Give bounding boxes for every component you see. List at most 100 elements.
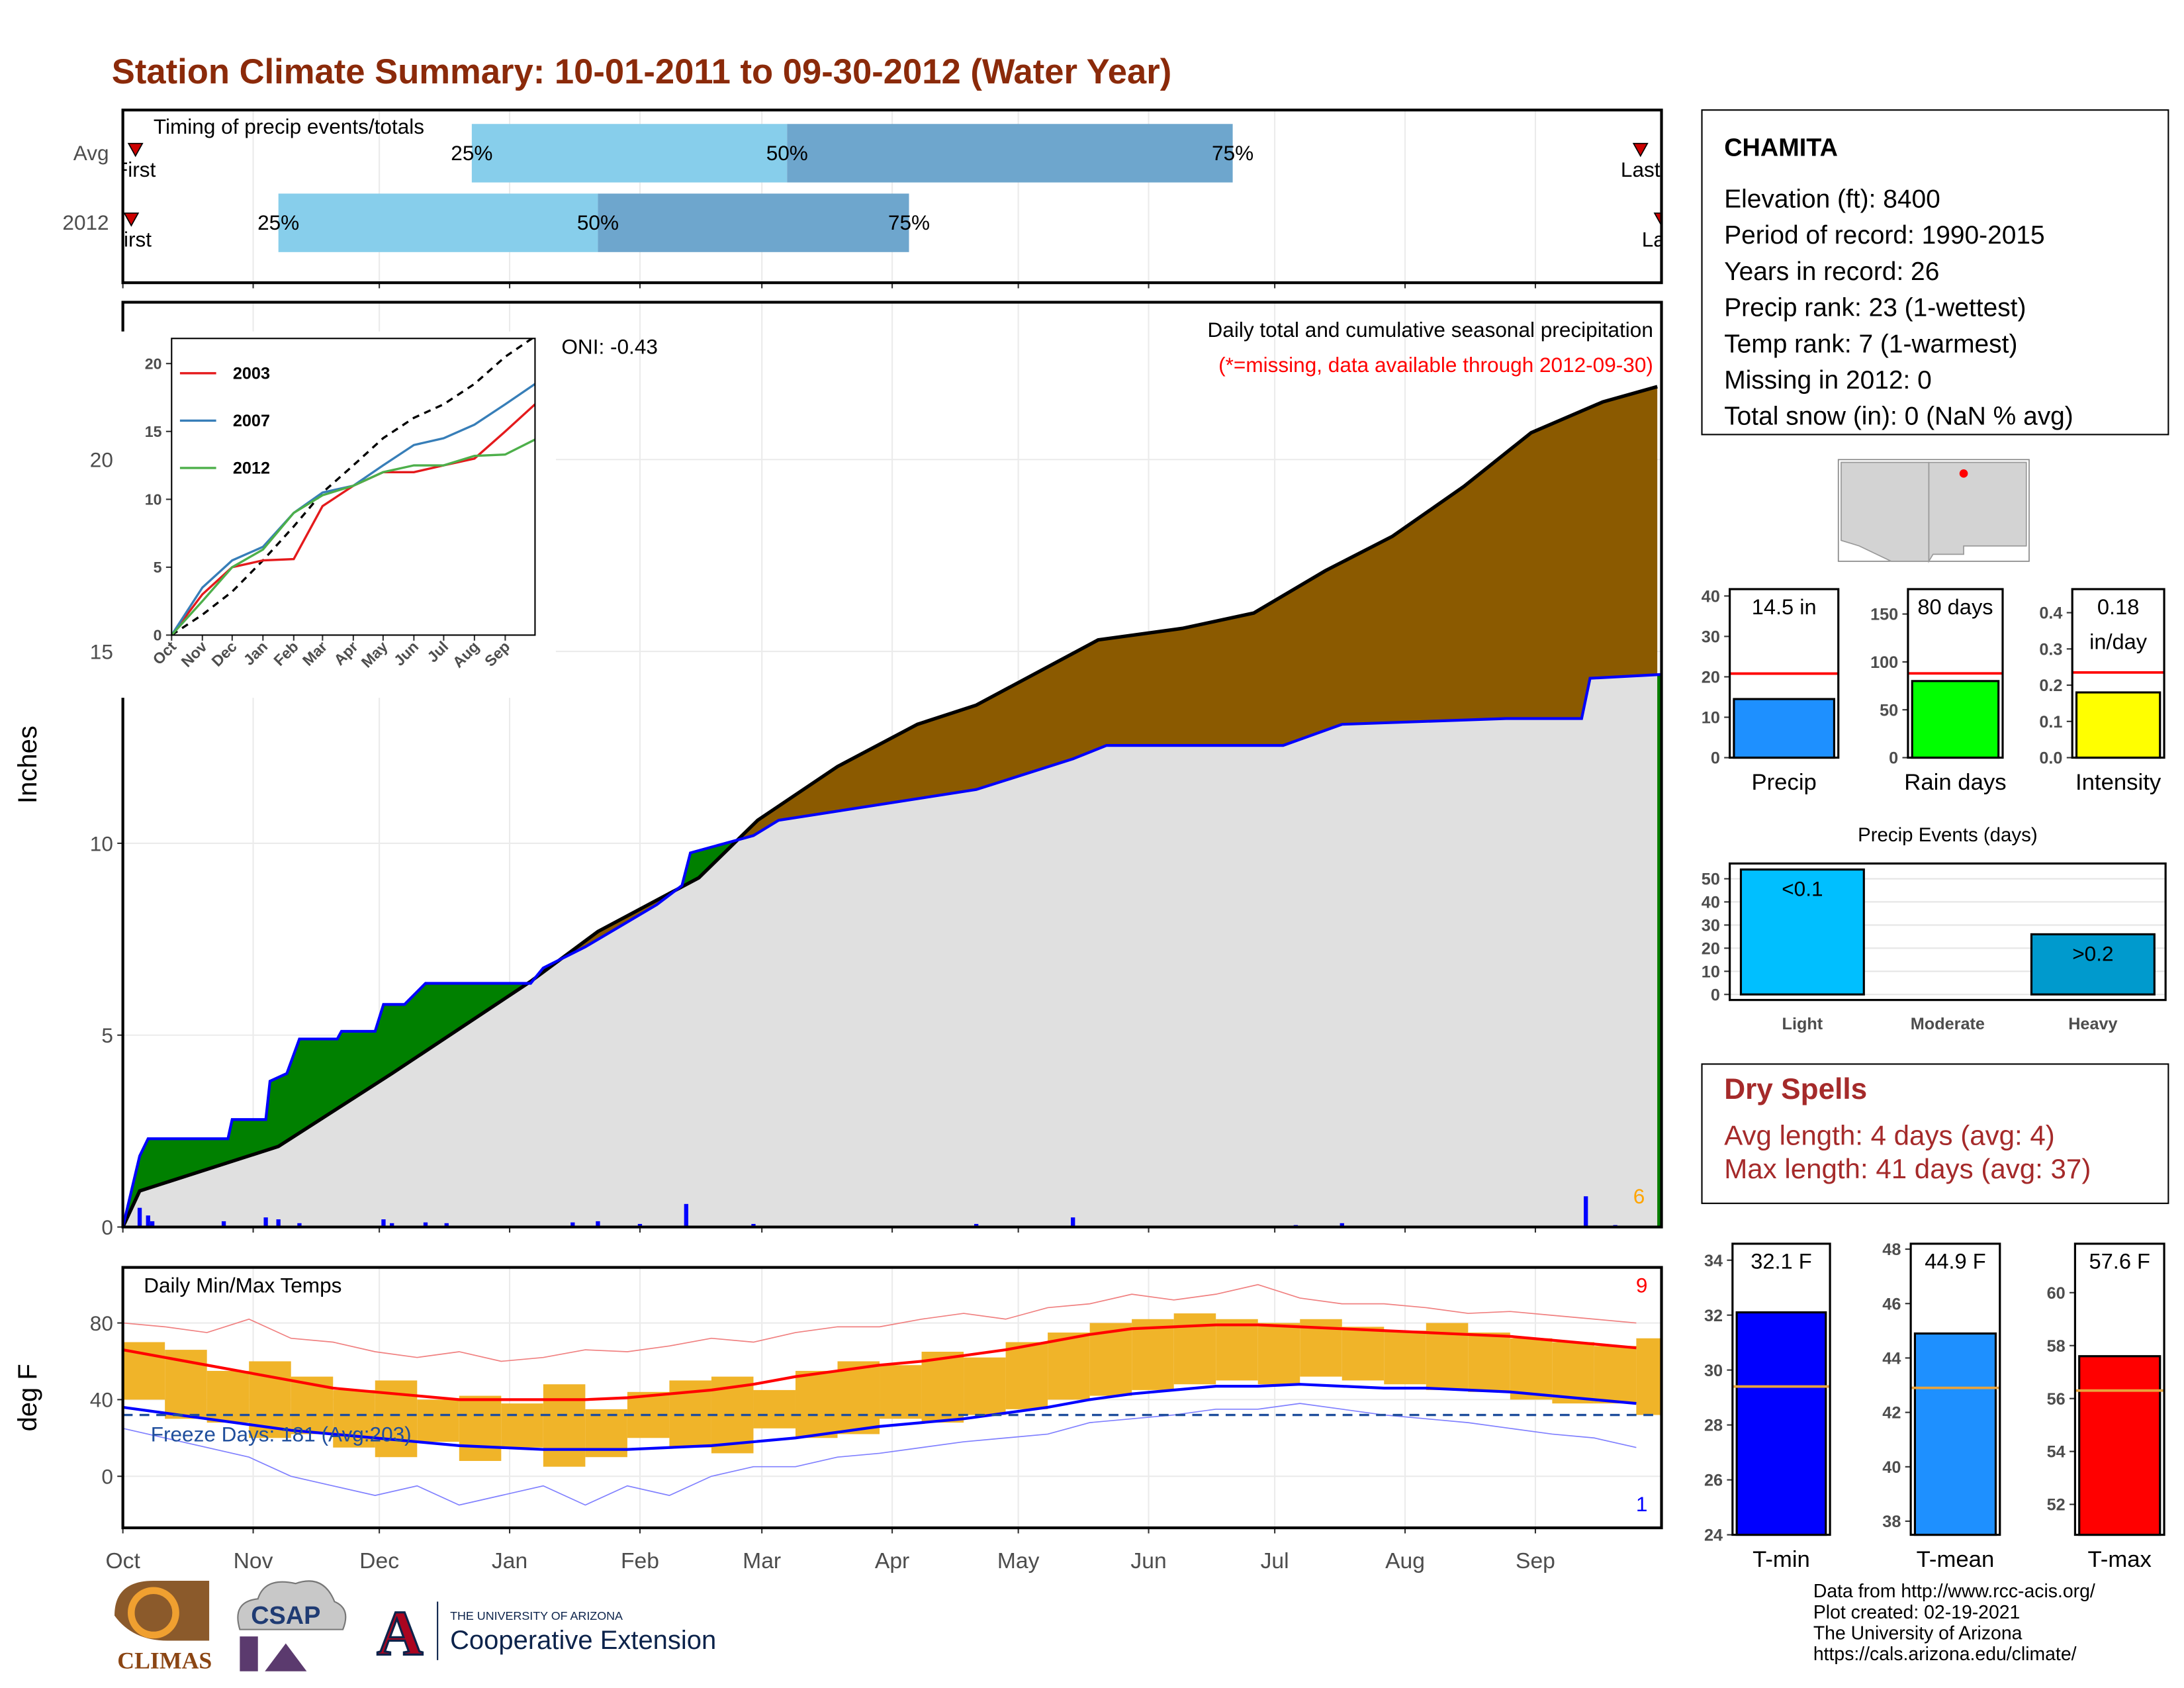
y-tick-label: 10: [1702, 962, 1720, 981]
event-marker: [127, 142, 144, 158]
summary-bar-chart: 24 26 28 30 32 34 32.1 F T-min: [1704, 1243, 1831, 1572]
daily-bar: [570, 1222, 575, 1227]
y-tick-label: 52: [2047, 1496, 2066, 1515]
panel-title: Daily total and cumulative seasonal prec…: [1208, 318, 1653, 342]
high-count: 9: [1636, 1273, 1648, 1297]
y-tick-label: 0.4: [2039, 604, 2062, 623]
y-tick-label: 15: [90, 639, 113, 663]
y-tick-label: 0: [154, 627, 162, 644]
timing-rows: 25% 50% 75% First Last 25% 50% 75% First Last: [115, 124, 1662, 252]
chart-title: Precip Events (days): [1858, 824, 2038, 846]
category-label: Moderate: [1911, 1015, 1985, 1033]
footer-line: Plot created: 02-19-2021: [1813, 1602, 2021, 1623]
x-tick-label: Dec: [359, 1549, 399, 1573]
quartile-label: 50%: [766, 141, 808, 165]
panel-border: [1909, 1243, 2001, 1536]
y-tick-label: 26: [1704, 1472, 1723, 1490]
panel-border: [1729, 862, 2167, 1002]
daily-range-bar: [1005, 1342, 1048, 1409]
history-line: [171, 438, 535, 635]
y-tick-label: 50: [1702, 870, 1720, 889]
category-label: T-mean: [1917, 1547, 1995, 1572]
daily-range-bar: [1552, 1342, 1594, 1404]
daily-range-bar: [964, 1357, 1006, 1415]
value-label: 32.1 F: [1751, 1249, 1811, 1274]
ua-name: THE UNIVERSITY OF ARIZONA: [450, 1609, 623, 1622]
y-tick-label: 100: [1870, 653, 1898, 672]
record-high-line: [122, 1284, 1637, 1362]
station-line: Total snow (in): 0 (NaN % avg): [1724, 402, 2073, 431]
logos: CLIMAS CSAP A THE UNIVERSITY OF ARIZONA …: [114, 1580, 716, 1674]
panel-title: Daily Min/Max Temps: [144, 1273, 341, 1297]
page-title: Station Climate Summary: 10-01-2011 to 0…: [112, 52, 1171, 91]
daily-range-bar: [921, 1351, 964, 1423]
daily-range-bar: [837, 1361, 880, 1434]
daily-bar: [137, 1207, 142, 1227]
daily-bar: [276, 1219, 281, 1227]
bar: [2075, 691, 2161, 759]
daily-range-bar: [1048, 1333, 1090, 1400]
bar: [1739, 868, 1865, 996]
dry-spells-line: Max length: 41 days (avg: 37): [1724, 1153, 2091, 1184]
y-tick-label: 20: [1702, 939, 1720, 958]
y-tick-label: 54: [2047, 1443, 2066, 1462]
y-tick-label: 0: [101, 1215, 113, 1239]
category-label: T-max: [2088, 1547, 2152, 1572]
daily-bar: [751, 1223, 756, 1227]
y-tick-label: 5: [101, 1023, 113, 1047]
bar: [1913, 1332, 1997, 1536]
temperature-panel: 0 40 80 Freeze Days: 181 (Avg:203) Daily Min…: [13, 1266, 1663, 1573]
y-tick-label: 24: [1704, 1526, 1723, 1545]
daily-range-bar: [1468, 1333, 1510, 1392]
y-tick-label: 50: [1880, 701, 1898, 720]
station-line: Elevation (ft): 8400: [1724, 185, 1940, 213]
dry-spells-line: Avg length: 4 days (avg: 4): [1724, 1119, 2055, 1150]
x-tick-label: Nov: [234, 1549, 273, 1573]
year-cumulative-line: [121, 673, 1662, 1228]
y-tick-label: 40: [1702, 894, 1720, 912]
timing-panel: 25% 50% 75% First Last 25% 50% 75% First Last Timi…: [62, 109, 1663, 289]
x-tick-label: Aug: [1385, 1549, 1425, 1573]
y-tick-label: 56: [2047, 1390, 2066, 1409]
y-tick-label: 0.3: [2039, 640, 2062, 659]
daily-range-bar: [501, 1403, 543, 1448]
daily-range-bar: [1257, 1323, 1300, 1385]
panel-subtitle: (*=missing, data available through 2012-…: [1218, 353, 1653, 377]
y-tick-label: 0: [1711, 749, 1720, 768]
station-line: Precip rank: 23 (1-wettest): [1724, 294, 2026, 322]
y-tick-label: 80: [90, 1311, 113, 1335]
event-label: First: [115, 158, 156, 181]
avg-cumulative-line: [121, 385, 1658, 1228]
station-line: Years in record: 26: [1724, 258, 1939, 286]
panel-border: [1731, 1243, 1831, 1536]
daily-bar: [596, 1221, 600, 1227]
x-tick-label: Apr: [875, 1549, 909, 1573]
y-tick-label: 34: [1704, 1252, 1723, 1270]
freeze-label: Freeze Days: 181 (Avg:203): [151, 1422, 412, 1446]
inset-bg: [116, 331, 556, 698]
category-label: Precip: [1751, 770, 1816, 795]
legend-label: 2003: [233, 364, 270, 383]
y-tick-label: 10: [1702, 709, 1720, 727]
low-count: 1: [1636, 1492, 1648, 1516]
daily-range-bar: [1510, 1338, 1553, 1400]
y-tick-label: 40: [1882, 1458, 1901, 1477]
station-location: [1959, 469, 1968, 478]
y-tick-label: 40: [1702, 587, 1720, 606]
timing-title: Timing of precip events/totals: [154, 115, 424, 138]
daily-bar: [297, 1223, 302, 1227]
temp-marks: [122, 1284, 1662, 1506]
inset-lines: [171, 338, 535, 635]
quartile-label: 50%: [577, 211, 619, 234]
y-tick-label: 0.0: [2039, 749, 2062, 768]
panel-border: [1907, 588, 2004, 759]
daily-range-bar: [1384, 1331, 1426, 1385]
daily-range-bar: [795, 1370, 838, 1438]
daily-range-bar: [1089, 1323, 1132, 1396]
station-line: Missing in 2012: 0: [1724, 366, 1932, 395]
csap-graphic: [240, 1636, 307, 1671]
panel-border: [121, 301, 1663, 1229]
value-label: 14.5 in: [1752, 594, 1817, 619]
bar: [1735, 1311, 1827, 1536]
